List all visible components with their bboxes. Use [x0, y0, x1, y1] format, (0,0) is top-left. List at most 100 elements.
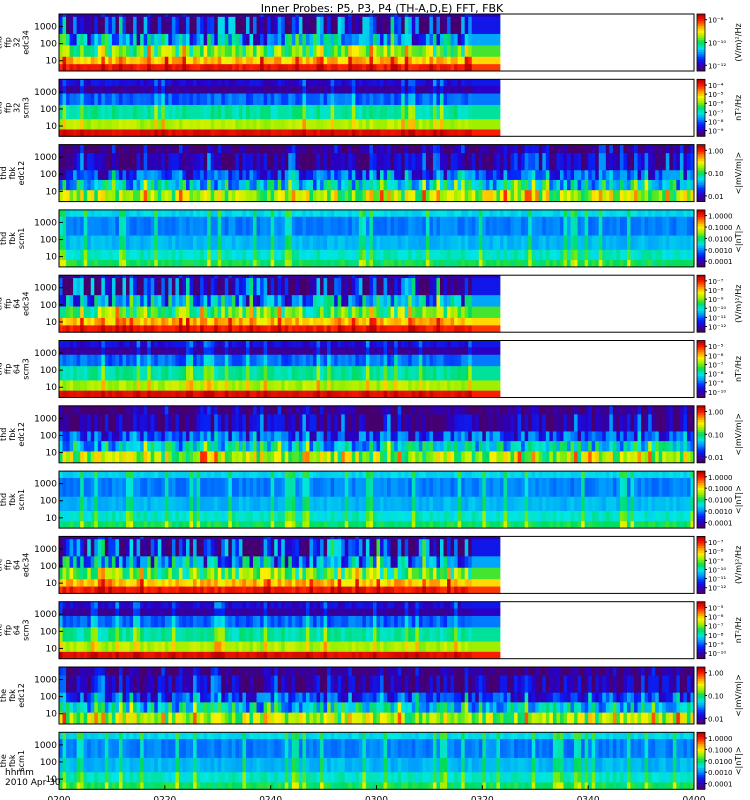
y-tick-label: 1000 [34, 741, 57, 751]
spectrogram [59, 471, 695, 529]
y-tick-label: 100 [40, 693, 57, 703]
variable-label-line: thd [0, 166, 8, 179]
colorbar-tick-label: 0.01 [708, 454, 724, 462]
colorbar-tick-label: 0.0010 [708, 769, 733, 777]
colorbar-tick-label: 1.00 [708, 670, 724, 678]
colorbar-tick-label: 1.0000 [708, 474, 733, 482]
x-tick-label: 0220 [153, 795, 176, 800]
panel-thd-fbk-edc12-b: 1000 100 10 thd fbk edc12 1.00 0.10 0.01 <|mV/m|> [0, 405, 743, 464]
colorbar-tick-label: 10⁻⁶ [708, 352, 724, 360]
colorbar: 1.00 0.10 0.01 <|mV/m|> [696, 666, 743, 725]
colorbar-tick-label: 10⁻¹² [708, 62, 726, 70]
variable-label-line: scm1 [17, 750, 26, 771]
y-tick-label: 100 [40, 431, 57, 441]
plot-frame [58, 405, 695, 464]
colorbar-tick-label: 10⁻⁷ [708, 278, 724, 286]
variable-label-line: 64 [13, 364, 22, 374]
y-tick-label: 100 [40, 105, 57, 115]
variable-label-line: scm3 [22, 358, 31, 379]
time-axis-label: hhmm [5, 768, 34, 778]
y-tick-label: 10 [46, 253, 58, 263]
y-tick-label: 1000 [34, 218, 57, 228]
variable-label-line: ffp [4, 560, 13, 571]
panel-tha-ffp32-edc34: 1000 100 10 tha ffp 32 edc34 10⁻⁸ 10⁻¹⁰ 10⁻¹² (V/m… [0, 13, 743, 72]
y-tick-label: 10 [46, 449, 58, 459]
colorbar-units-label: (V/m)²/Hz [734, 285, 743, 323]
panel-the-fbk-scm1: 1000 100 10 the fbk scm1 1.0000 0.1000 0.0100 0.0… [0, 731, 743, 790]
spectrogram [59, 601, 501, 660]
panel-variable-label: thd ffp 64 edc34 [0, 291, 31, 316]
colorbar-units-label: nT²/Hz [734, 95, 743, 121]
spectrogram [59, 732, 695, 790]
panel-variable-label: thd fbk edc12 [0, 161, 26, 186]
y-tick-label: 100 [40, 562, 57, 572]
colorbar: 1.00 0.10 0.01 <|mV/m|> [696, 144, 743, 203]
colorbar-tick-label: 1.00 [708, 147, 724, 155]
panel-variable-label: the fbk edc12 [0, 683, 26, 708]
y-tick-label: 100 [40, 236, 57, 246]
colorbar-tick-label: 10⁻⁷ [708, 623, 724, 631]
y-tick-label: 10 [46, 710, 58, 720]
variable-label-line: ffp [4, 103, 13, 114]
panel-variable-label: thd fbk scm1 [0, 489, 26, 510]
variable-label-line: fbk [8, 232, 17, 245]
variable-label-line: scm1 [17, 489, 26, 510]
colorbar-tick-label: 1.00 [708, 409, 724, 417]
panel-variable-label: the ffp 64 edc34 [0, 553, 31, 578]
x-tick-label: 0320 [471, 795, 494, 800]
x-tick-label: 0400 [683, 795, 706, 800]
spectrogram [59, 275, 501, 333]
y-tick-label: 10 [46, 383, 58, 393]
plot-frame [58, 274, 695, 333]
y-tick-label: 1000 [34, 545, 57, 555]
spectrogram [59, 340, 501, 398]
colorbar-tick-label: 0.0001 [708, 781, 733, 789]
colorbar: 10⁻⁸ 10⁻¹⁰ 10⁻¹² (V/m)²/Hz [696, 13, 743, 72]
plot-frame [58, 601, 695, 660]
x-tick-label: 0300 [365, 795, 388, 800]
colorbar-tick-label: 10⁻¹² [708, 585, 726, 593]
figure-title: Inner Probes: P5, P3, P4 (TH-A,D,E) FFT,… [261, 2, 504, 15]
colorbar-tick-label: 10⁻⁸ [708, 118, 724, 126]
y-tick-label: 100 [40, 627, 57, 637]
variable-label-line: scm1 [17, 228, 26, 249]
colorbar-units-label: <|nT|> [734, 746, 743, 775]
variable-label-line: edc12 [17, 161, 26, 186]
y-tick-label: 10 [46, 514, 58, 524]
y-tick-label: 1000 [34, 676, 57, 686]
variable-label-line: fbk [8, 493, 17, 506]
spectrogram [59, 667, 695, 725]
colorbar-tick-label: 10⁻⁹ [708, 557, 724, 565]
colorbar-tick-label: 10⁻⁹ [708, 380, 724, 388]
plot-frame [58, 144, 695, 203]
colorbar-tick-label: 0.01 [708, 715, 724, 723]
colorbar-units-label: nT²/Hz [734, 617, 743, 643]
colorbar-tick-label: 10⁻⁵ [708, 604, 724, 612]
plot-frame [58, 13, 695, 72]
colorbar-tick-label: 10⁻¹⁰ [708, 389, 726, 397]
colorbar: 10⁻⁵ 10⁻⁶10⁻⁷10⁻⁸10⁻⁹10⁻¹⁰ nT²/Hz [696, 601, 743, 660]
colorbar-tick-label: 10⁻⁶ [708, 100, 724, 108]
colorbar-tick-label: 0.0100 [708, 235, 733, 243]
colorbar-units-label: (V/m)²/Hz [734, 23, 743, 61]
panel-the-fbk-edc12: 1000 100 10 the fbk edc12 1.00 0.10 0.01 <|mV/m|> [0, 666, 743, 725]
variable-label-line: 64 [13, 299, 22, 309]
colorbar-tick-label: 0.0010 [708, 247, 733, 255]
variable-label-line: tha [0, 36, 4, 49]
colorbar-tick-label: 10⁻⁹ [708, 641, 724, 649]
colorbar-tick-label: 0.01 [708, 193, 724, 201]
y-tick-label: 10 [46, 57, 58, 67]
variable-label-line: thd [0, 428, 8, 441]
colorbar-units-label: (V/m)²/Hz [734, 546, 743, 584]
colorbar-tick-label: 0.1000 [708, 485, 733, 493]
panel-thd-fbk-edc12: 1000 100 10 thd fbk edc12 1.00 0.10 0.01 <|mV/m|> [0, 144, 743, 203]
colorbar-tick-label: 0.1000 [708, 746, 733, 754]
colorbar-tick-label: 0.0001 [708, 519, 733, 527]
